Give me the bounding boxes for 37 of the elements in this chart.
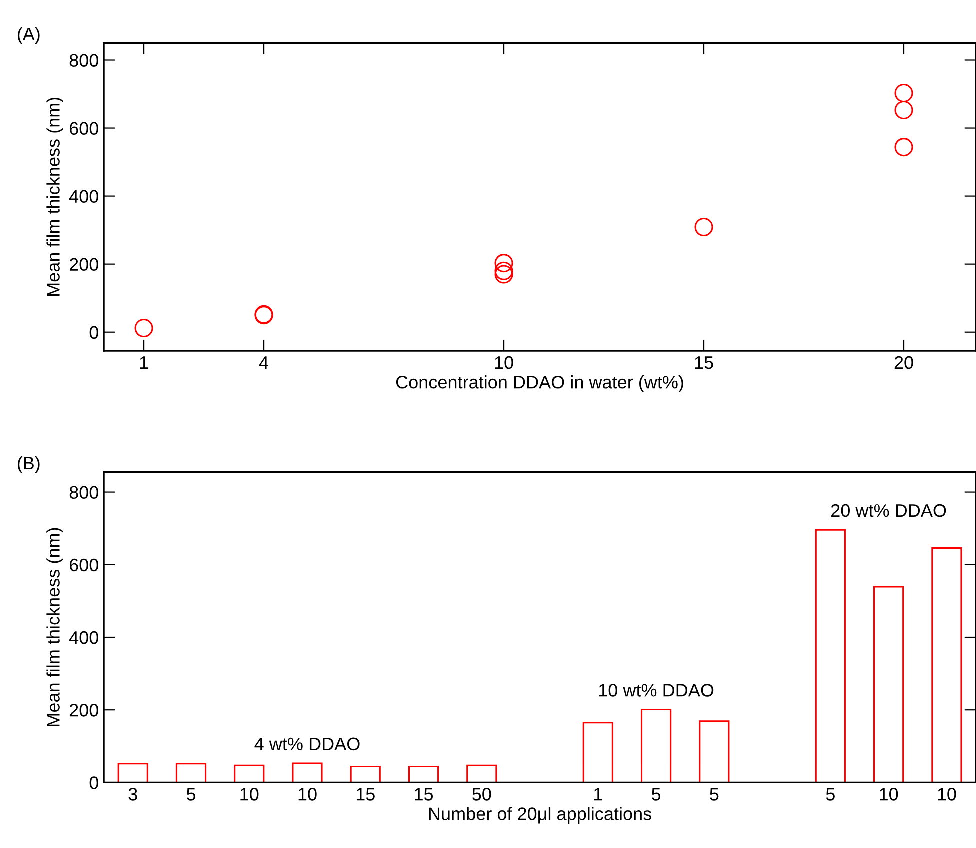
x-tick-label: 5 [710, 788, 719, 801]
x-tick-label: 15 [356, 788, 375, 801]
x-tick-label: 3 [128, 788, 138, 801]
y-tick-label: 400 [69, 190, 98, 204]
chart-title: (A) [18, 27, 40, 44]
x-axis-title: Number of 20μl applications [429, 807, 652, 824]
x-tick-label: 5 [186, 788, 196, 801]
x-axis-title: Concentration DDAO in water (wt%) [396, 376, 684, 392]
x-tick-label: 10 [298, 788, 317, 801]
y-tick-label: 800 [70, 486, 98, 500]
y-tick-label: 400 [69, 631, 98, 644]
y-tick-label: 0 [90, 776, 98, 790]
x-tick-label: 10 [240, 788, 259, 801]
x-tick-label: 15 [415, 788, 434, 801]
x-tick-label: 15 [695, 356, 714, 370]
x-tick-label: 10 [495, 356, 514, 370]
y-axis-title: Mean film thickness (nm) [46, 528, 64, 726]
y-tick-label: 0 [90, 326, 98, 340]
annotation: 20 wt% DDAO [832, 504, 946, 518]
y-axis-title: Mean film thickness (nm) [46, 98, 64, 296]
y-tick-label: 200 [70, 704, 98, 717]
x-tick-label: 4 [259, 356, 269, 370]
y-tick-label: 800 [70, 54, 98, 67]
x-tick-label: 1 [140, 356, 148, 370]
x-tick-label: 20 [894, 356, 914, 370]
x-tick-label: 50 [472, 788, 492, 801]
x-tick-label: 5 [652, 788, 661, 801]
x-tick-label: 10 [938, 788, 956, 801]
annotation: 10 wt% DDAO [599, 684, 714, 697]
y-tick-label: 600 [70, 558, 98, 572]
y-tick-label: 200 [70, 258, 98, 272]
x-tick-label: 5 [826, 788, 835, 801]
x-tick-label: 1 [594, 788, 602, 801]
x-tick-label: 10 [880, 788, 898, 801]
annotation: 4 wt% DDAO [254, 738, 360, 751]
chart-title: (B) [18, 456, 40, 474]
y-tick-label: 600 [70, 122, 98, 135]
